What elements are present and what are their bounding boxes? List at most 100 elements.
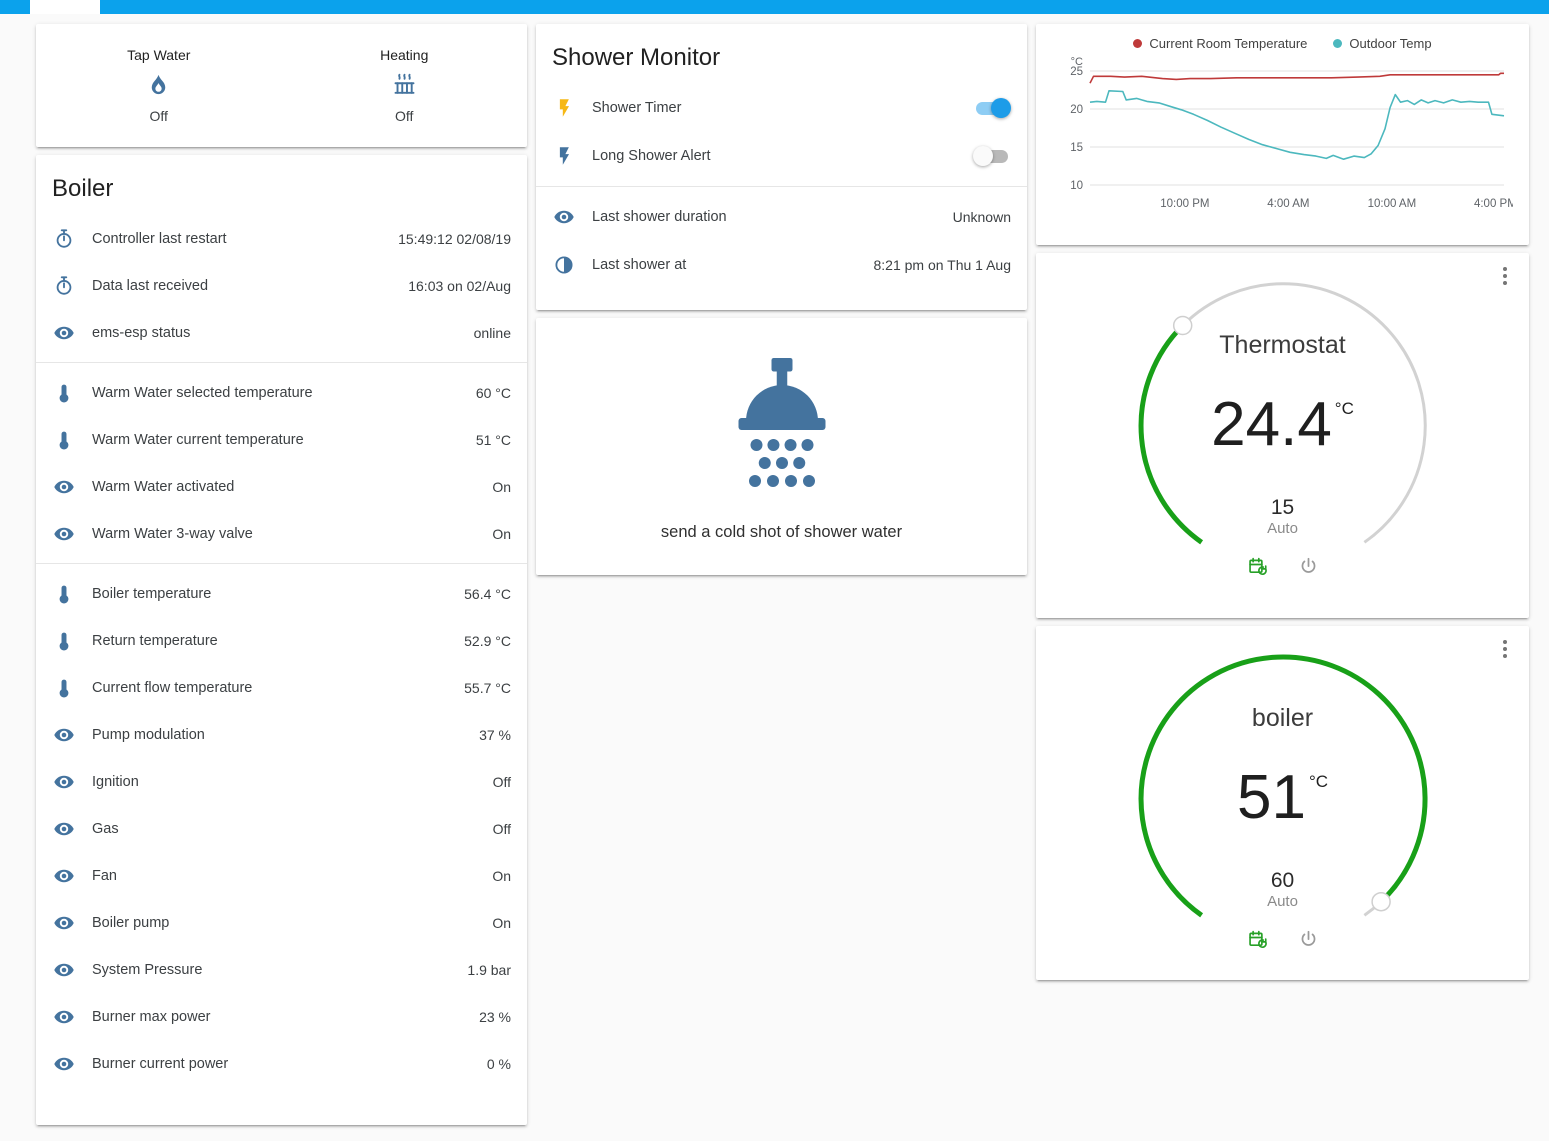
entity-row-burner-current-power[interactable]: Burner current power 0 % bbox=[52, 1040, 511, 1087]
svg-text:°C: °C bbox=[1071, 56, 1083, 68]
top-bar bbox=[0, 0, 1549, 14]
entity-name: Warm Water 3-way valve bbox=[92, 525, 253, 542]
entity-row-warm-water-selected-temperature[interactable]: Warm Water selected temperature 60 °C bbox=[52, 369, 511, 416]
entity-value: 15:49:12 02/08/19 bbox=[398, 230, 511, 247]
timer-icon bbox=[52, 274, 76, 298]
svg-text:10:00 PM: 10:00 PM bbox=[1160, 198, 1209, 210]
entity-value: On bbox=[492, 525, 511, 542]
entity-name: Gas bbox=[92, 820, 119, 837]
entity-row-pump-modulation[interactable]: Pump modulation 37 % bbox=[52, 711, 511, 758]
entity-rows: Controller last restart 15:49:12 02/08/19… bbox=[36, 215, 527, 1087]
heating-state[interactable]: Heating Off bbox=[282, 24, 528, 147]
entity-value: Unknown bbox=[952, 209, 1011, 225]
entity-row-warm-water-activated[interactable]: Warm Water activated On bbox=[52, 463, 511, 510]
long-shower-alert-toggle[interactable] bbox=[973, 146, 1011, 166]
slider-knob[interactable] bbox=[1370, 891, 1391, 912]
entity-name: Last shower at bbox=[592, 257, 687, 273]
boiler-gauge-card: boiler 51 °C 60 Auto bbox=[1036, 626, 1529, 980]
entity-row-burner-max-power[interactable]: Burner max power 23 % bbox=[52, 993, 511, 1040]
shower-timer-toggle[interactable] bbox=[973, 98, 1011, 118]
eye-icon bbox=[552, 205, 576, 229]
entity-value: Off bbox=[492, 773, 511, 790]
shower-monitor-card: Shower Monitor Shower Timer Long Shower … bbox=[536, 24, 1027, 310]
entity-name: Burner max power bbox=[92, 1008, 211, 1025]
entity-value: On bbox=[492, 867, 511, 884]
power-icon[interactable] bbox=[1298, 556, 1319, 577]
target-temperature[interactable]: 15 bbox=[1270, 496, 1295, 519]
thermometer-icon bbox=[52, 582, 76, 606]
entity-name: Pump modulation bbox=[92, 726, 205, 743]
flash-icon bbox=[552, 144, 576, 168]
entity-name: Boiler temperature bbox=[92, 585, 212, 602]
entity-row-return-temperature[interactable]: Return temperature 52.9 °C bbox=[52, 617, 511, 664]
last-shower-duration-row[interactable]: Last shower duration Unknown bbox=[552, 193, 1011, 241]
legend-dot bbox=[1333, 39, 1343, 48]
eye-icon bbox=[52, 911, 76, 935]
more-menu-icon[interactable] bbox=[1499, 636, 1511, 662]
entity-name: Fan bbox=[92, 867, 117, 884]
entity-name: Boiler pump bbox=[92, 914, 170, 931]
entity-row-current-flow-temperature[interactable]: Current flow temperature 55.7 °C bbox=[52, 664, 511, 711]
legend-label: Current Room Temperature bbox=[1149, 36, 1308, 51]
gauge-title: boiler bbox=[1251, 704, 1314, 732]
state-value: Off bbox=[149, 108, 168, 124]
entity-name: System Pressure bbox=[92, 961, 203, 978]
eye-icon bbox=[52, 817, 76, 841]
entity-row-warm-water-3-way-valve[interactable]: Warm Water 3-way valve On bbox=[52, 510, 511, 557]
entity-value: 51 °C bbox=[475, 431, 511, 448]
active-tab-indicator[interactable] bbox=[30, 0, 100, 14]
entity-value: On bbox=[492, 478, 511, 495]
temperature-unit: °C bbox=[1308, 772, 1329, 791]
svg-text:4:00 AM: 4:00 AM bbox=[1267, 198, 1309, 210]
temperature-unit: °C bbox=[1334, 399, 1354, 418]
entity-value: 52.9 °C bbox=[464, 632, 511, 649]
calendar-sync-icon[interactable] bbox=[1247, 556, 1268, 577]
svg-text:25: 25 bbox=[1070, 66, 1083, 78]
calendar-sync-icon[interactable] bbox=[1247, 929, 1268, 950]
last-shower-at-row[interactable]: Last shower at 8:21 pm on Thu 1 Aug bbox=[552, 241, 1011, 289]
entity-name: ems-esp status bbox=[92, 324, 191, 341]
more-menu-icon[interactable] bbox=[1499, 263, 1511, 289]
eye-icon bbox=[52, 958, 76, 982]
entity-value: 23 % bbox=[479, 1008, 511, 1025]
gauge-title: Thermostat bbox=[1219, 331, 1346, 359]
entity-name: Long Shower Alert bbox=[592, 148, 711, 164]
current-temperature: 24.4 °C bbox=[1211, 394, 1354, 456]
svg-text:10: 10 bbox=[1070, 180, 1083, 192]
entity-row-ignition[interactable]: Ignition Off bbox=[52, 758, 511, 805]
entity-row-boiler-pump[interactable]: Boiler pump On bbox=[52, 899, 511, 946]
eye-icon bbox=[52, 321, 76, 345]
entity-name: Controller last restart bbox=[92, 230, 227, 247]
entity-row-gas[interactable]: Gas Off bbox=[52, 805, 511, 852]
entity-row-warm-water-current-temperature[interactable]: Warm Water current temperature 51 °C bbox=[52, 416, 511, 463]
eye-icon bbox=[52, 723, 76, 747]
clock-icon bbox=[552, 253, 576, 277]
entity-row-controller-last-restart[interactable]: Controller last restart 15:49:12 02/08/19 bbox=[52, 215, 511, 262]
entity-row-data-last-received[interactable]: Data last received 16:03 on 02/Aug bbox=[52, 262, 511, 309]
entity-row-system-pressure[interactable]: System Pressure 1.9 bar bbox=[52, 946, 511, 993]
eye-icon bbox=[52, 475, 76, 499]
power-icon[interactable] bbox=[1298, 929, 1319, 950]
entity-row-ems-esp-status[interactable]: ems-esp status online bbox=[52, 309, 511, 356]
thermometer-icon bbox=[52, 629, 76, 653]
tap-water-state[interactable]: Tap Water Off bbox=[36, 24, 282, 147]
radiator-icon bbox=[391, 72, 418, 99]
entity-value: Off bbox=[492, 820, 511, 837]
entity-value: 56.4 °C bbox=[464, 585, 511, 602]
entity-value: 60 °C bbox=[475, 384, 511, 401]
target-temperature[interactable]: 60 bbox=[1270, 869, 1295, 892]
boiler-gauge: boiler 51 °C 60 Auto bbox=[1124, 640, 1442, 958]
eye-icon bbox=[52, 522, 76, 546]
svg-text:20: 20 bbox=[1070, 104, 1083, 116]
entity-row-fan[interactable]: Fan On bbox=[52, 852, 511, 899]
thermometer-icon bbox=[52, 676, 76, 700]
slider-knob[interactable] bbox=[1172, 315, 1192, 336]
svg-text:15: 15 bbox=[1070, 142, 1083, 154]
shower-action-card[interactable]: send a cold shot of shower water bbox=[536, 318, 1027, 575]
eye-icon bbox=[52, 770, 76, 794]
chart-legend: Current Room Temperature Outdoor Temp bbox=[1052, 36, 1513, 51]
divider bbox=[536, 186, 1027, 187]
entity-row-boiler-temperature[interactable]: Boiler temperature 56.4 °C bbox=[52, 570, 511, 617]
thermostat-gauge: Thermostat 24.4 °C 15 Auto bbox=[1124, 267, 1442, 585]
